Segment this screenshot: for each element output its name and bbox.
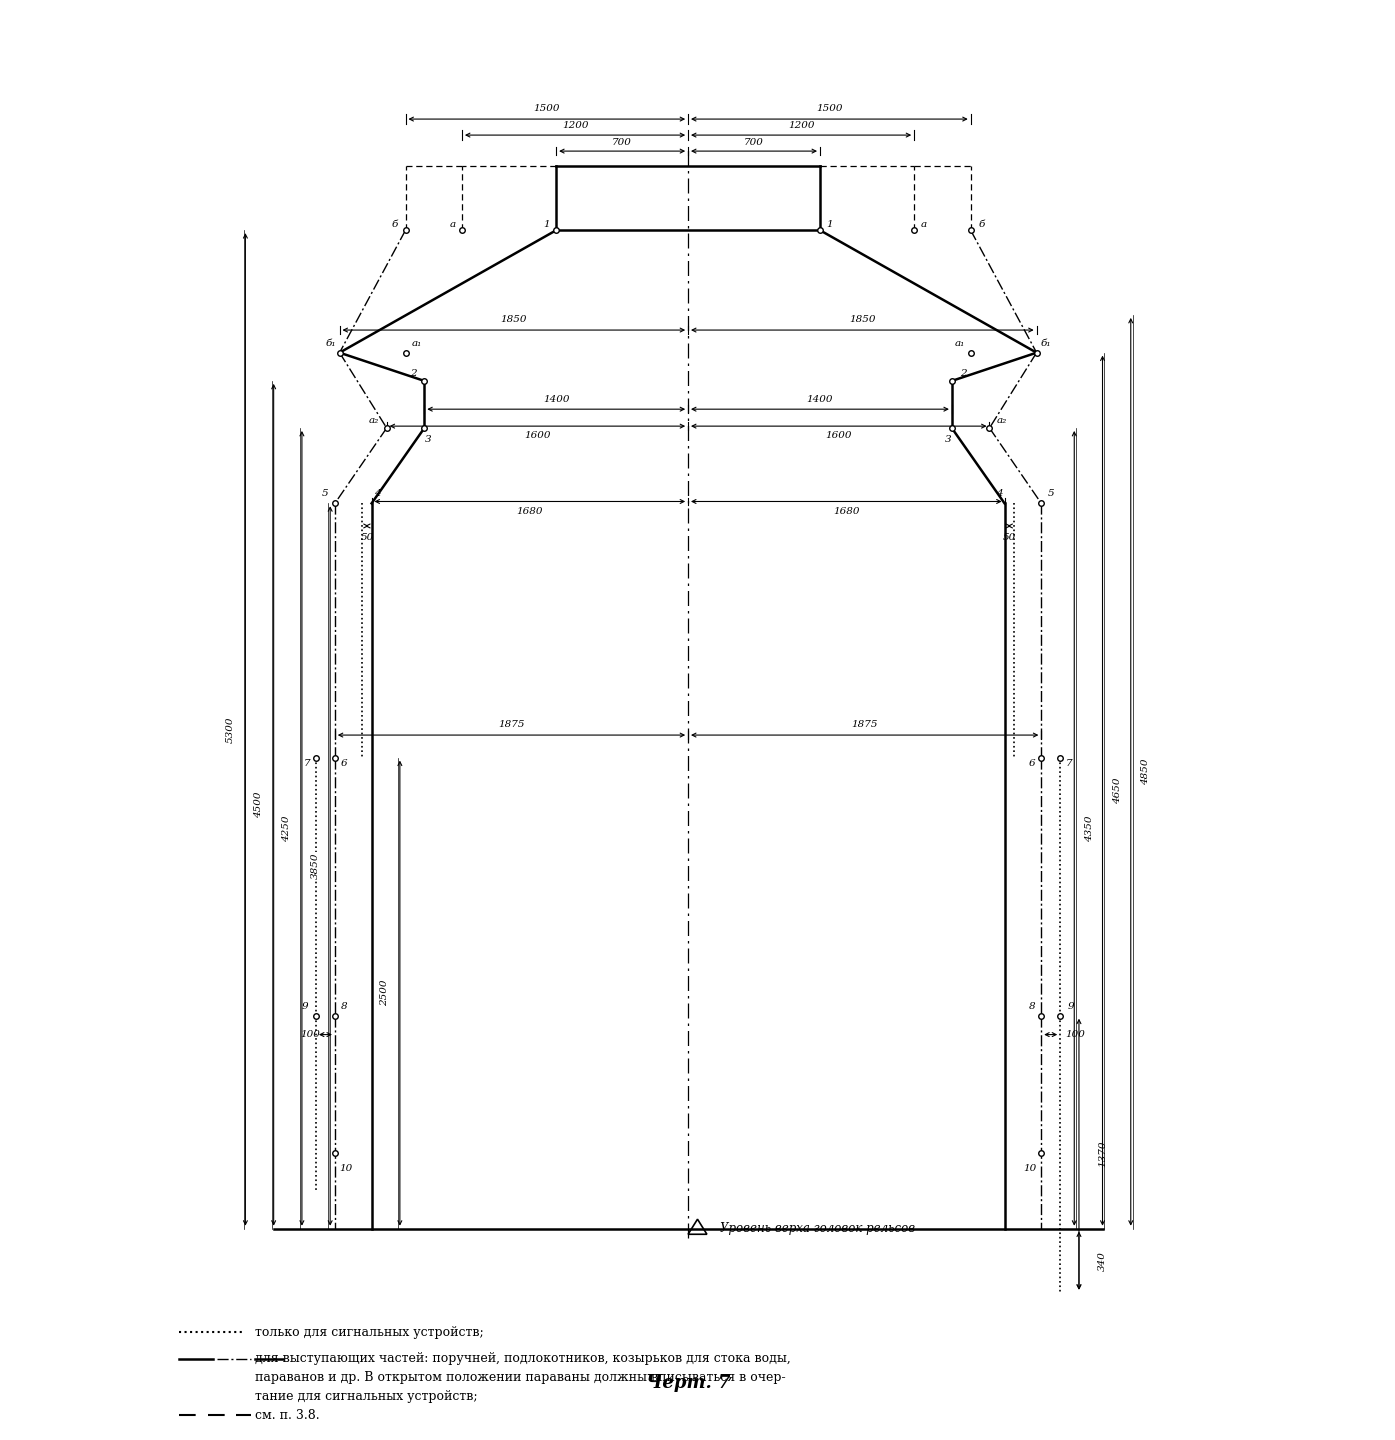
Text: 1500: 1500 <box>816 104 843 114</box>
Text: 1875: 1875 <box>498 720 525 729</box>
Text: 1875: 1875 <box>851 720 877 729</box>
Text: 4: 4 <box>374 490 381 498</box>
Text: 50: 50 <box>1003 533 1016 541</box>
Text: 6: 6 <box>1028 759 1035 768</box>
Text: 1: 1 <box>826 220 833 229</box>
Text: 5: 5 <box>322 490 329 498</box>
Text: 1370: 1370 <box>1098 1140 1106 1168</box>
Text: для выступающих частей: поручней, подлокотников, козырьков для стока воды,: для выступающих частей: поручней, подлок… <box>255 1352 791 1365</box>
Text: 1400: 1400 <box>806 395 833 405</box>
Text: 7: 7 <box>303 759 310 768</box>
Text: а: а <box>921 220 926 229</box>
Text: а₁: а₁ <box>412 338 421 347</box>
Text: 3: 3 <box>425 435 431 444</box>
Text: 2500: 2500 <box>381 979 389 1007</box>
Text: 9: 9 <box>301 1002 308 1011</box>
Text: только для сигнальных устройств;: только для сигнальных устройств; <box>255 1326 484 1339</box>
Text: Черт. 7: Черт. 7 <box>646 1374 731 1392</box>
Text: 1200: 1200 <box>788 121 815 130</box>
Text: 1200: 1200 <box>562 121 589 130</box>
Text: параванов и др. В открытом положении параваны должны вписываться в очер-: параванов и др. В открытом положении пар… <box>255 1371 785 1384</box>
Text: б₁: б₁ <box>325 338 336 347</box>
Text: 4650: 4650 <box>1113 778 1122 804</box>
Text: 7: 7 <box>1066 759 1073 768</box>
Text: 4850: 4850 <box>1141 759 1151 785</box>
Text: 1680: 1680 <box>833 507 859 517</box>
Text: 4250: 4250 <box>282 815 292 841</box>
Text: 700: 700 <box>744 138 764 147</box>
Text: 4350: 4350 <box>1085 815 1094 841</box>
Text: а: а <box>449 220 456 229</box>
Text: 10: 10 <box>339 1164 353 1172</box>
Text: 9: 9 <box>1069 1002 1074 1011</box>
Text: 10: 10 <box>1024 1164 1036 1172</box>
Text: 1850: 1850 <box>501 315 527 324</box>
Text: тание для сигнальных устройств;: тание для сигнальных устройств; <box>255 1390 477 1403</box>
Text: б: б <box>979 220 985 229</box>
Text: 1850: 1850 <box>850 315 876 324</box>
Text: 2: 2 <box>960 369 967 377</box>
Text: 8: 8 <box>340 1002 347 1011</box>
Text: 700: 700 <box>612 138 632 147</box>
Text: 100: 100 <box>300 1030 319 1040</box>
Text: 100: 100 <box>1066 1030 1085 1040</box>
Text: 3850: 3850 <box>311 852 319 880</box>
Text: Уровень верха головок рельсов: Уровень верха головок рельсов <box>720 1223 915 1236</box>
Text: а₂: а₂ <box>997 416 1007 425</box>
Text: 5: 5 <box>1048 490 1055 498</box>
Text: 3: 3 <box>944 435 951 444</box>
Text: б: б <box>391 220 398 229</box>
Text: 2: 2 <box>410 369 416 377</box>
Text: 5300: 5300 <box>226 716 234 743</box>
Text: 50: 50 <box>360 533 374 541</box>
Text: 6: 6 <box>340 759 347 768</box>
Text: а₂: а₂ <box>368 416 379 425</box>
Text: 4500: 4500 <box>254 792 264 818</box>
Text: 1400: 1400 <box>543 395 569 405</box>
Text: 4: 4 <box>996 490 1002 498</box>
Text: 1680: 1680 <box>516 507 543 517</box>
Text: см. п. 3.8.: см. п. 3.8. <box>255 1408 319 1421</box>
Text: 1: 1 <box>544 220 550 229</box>
Text: 1600: 1600 <box>826 431 852 441</box>
Text: 8: 8 <box>1028 1002 1035 1011</box>
Text: б₁: б₁ <box>1041 338 1050 347</box>
Text: 1500: 1500 <box>533 104 559 114</box>
Text: 340: 340 <box>1098 1251 1106 1270</box>
Text: 1600: 1600 <box>525 431 551 441</box>
Text: а₁: а₁ <box>954 338 965 347</box>
